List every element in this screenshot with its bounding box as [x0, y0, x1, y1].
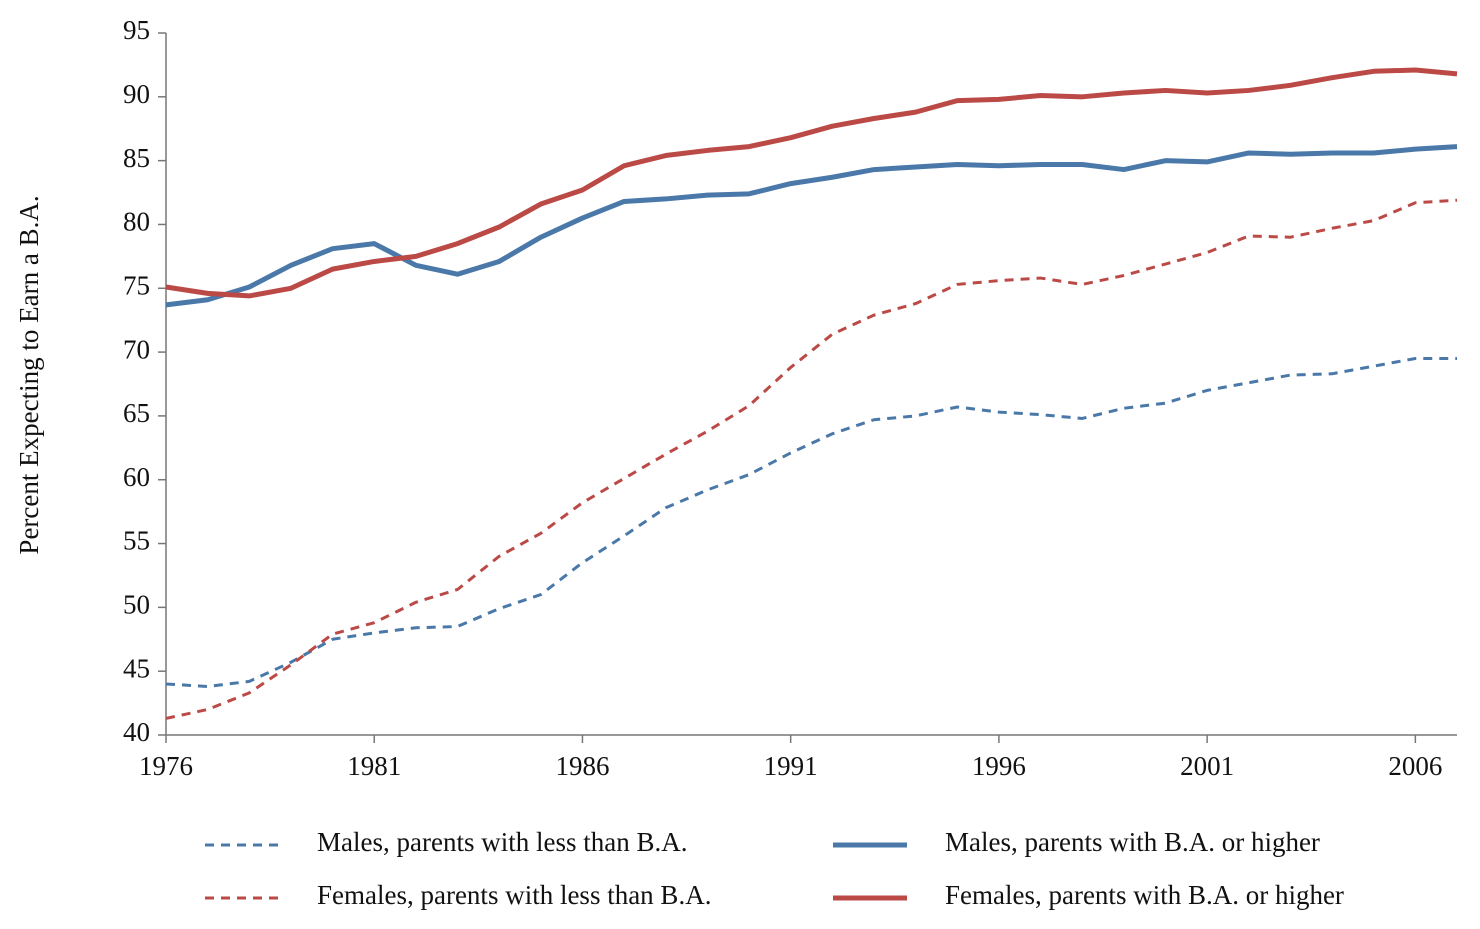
series-line: [165, 356, 1457, 688]
series-line: [165, 144, 1458, 308]
x-tick-label: 1981: [347, 751, 401, 781]
y-tick-label: 45: [123, 653, 150, 683]
series-line: [165, 67, 1458, 299]
y-tick-label: 60: [123, 462, 150, 492]
legend-label: Females, parents with B.A. or higher: [945, 880, 1344, 910]
x-tick-label: 2001: [1180, 751, 1234, 781]
y-tick-label: 75: [123, 270, 150, 300]
y-tick-label: 80: [123, 207, 150, 237]
y-axis-label: Percent Expecting to Earn a B.A.: [14, 195, 44, 554]
y-tick-label: 40: [123, 717, 150, 747]
y-tick-label: 95: [123, 15, 150, 45]
y-tick-label: 70: [123, 334, 150, 364]
series-line: [165, 198, 1458, 720]
x-tick-label: 1986: [555, 751, 609, 781]
legend-label: Females, parents with less than B.A.: [317, 880, 711, 910]
y-tick-label: 55: [123, 526, 150, 556]
legend-label: Males, parents with B.A. or higher: [945, 827, 1320, 857]
y-tick-label: 85: [123, 143, 150, 173]
legend-label: Males, parents with less than B.A.: [317, 827, 687, 857]
y-tick-label: 65: [123, 398, 150, 428]
y-tick-label: 90: [123, 79, 150, 109]
x-tick-label: 2006: [1388, 751, 1442, 781]
y-tick-label: 50: [123, 590, 150, 620]
x-tick-label: 1991: [764, 751, 818, 781]
x-tick-label: 1976: [139, 751, 193, 781]
x-tick-label: 1996: [972, 751, 1026, 781]
